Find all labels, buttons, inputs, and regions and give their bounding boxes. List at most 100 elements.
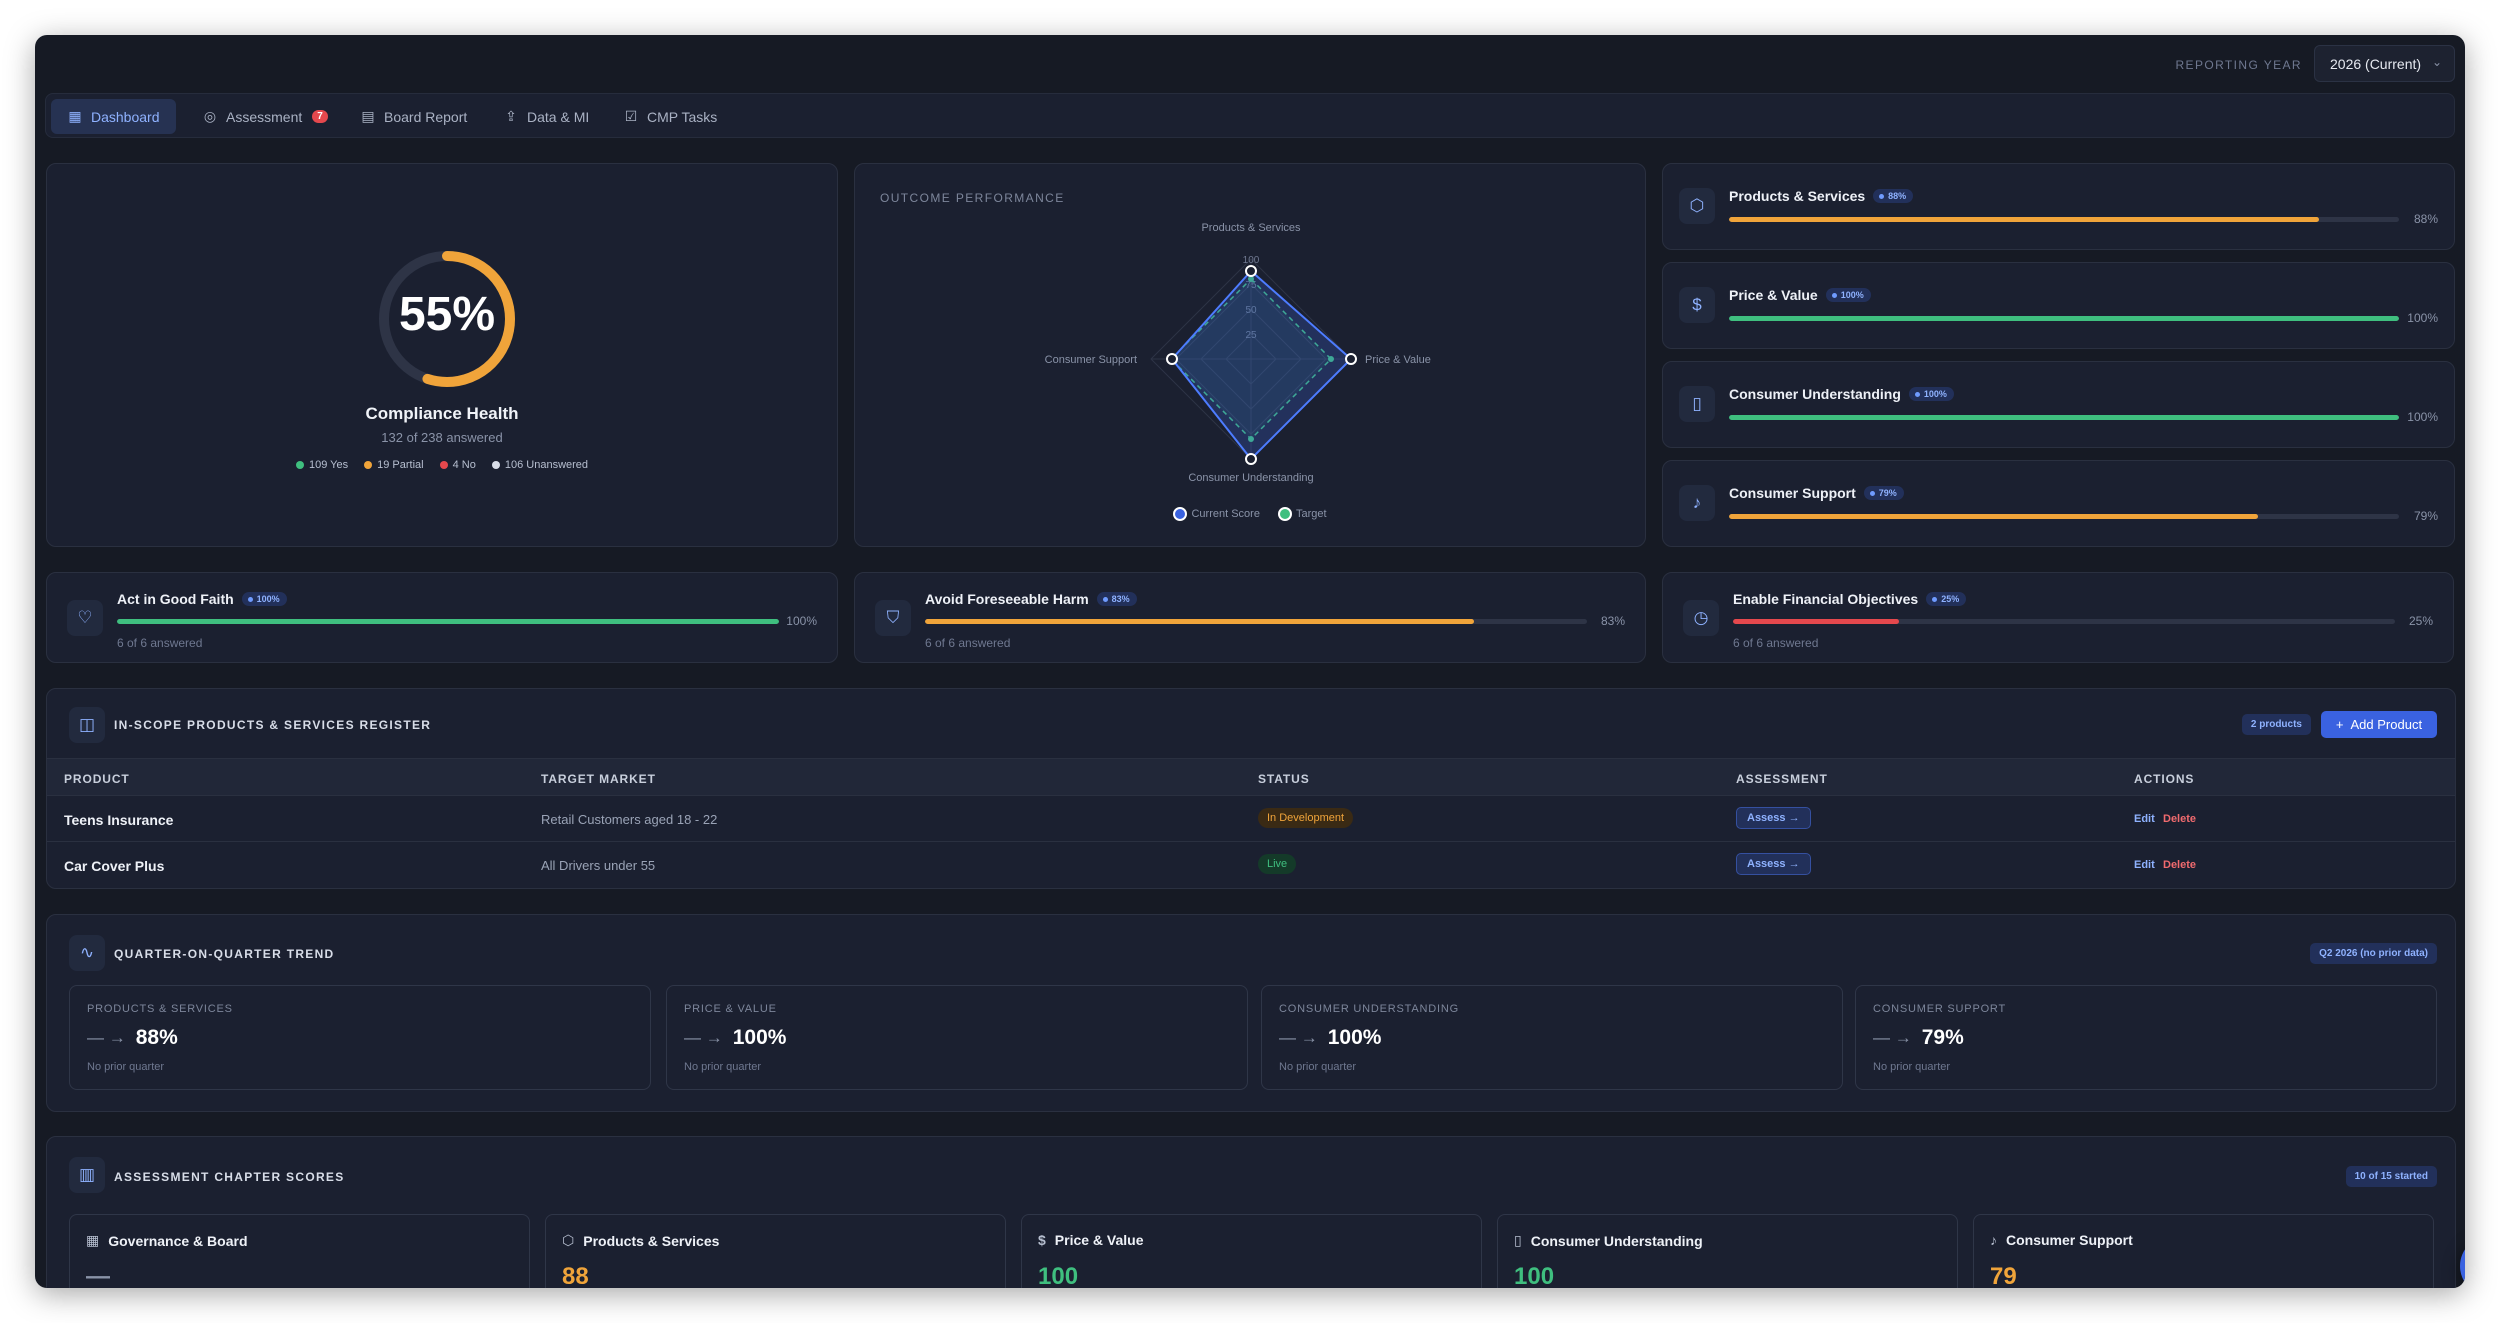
outcome-performance-card: OUTCOME PERFORMANCE 100 75 50 25 Products & … <box>854 163 1646 547</box>
outcome-performance-title: OUTCOME PERFORMANCE <box>880 191 1065 205</box>
tab-cmp-tasks[interactable]: ☑ CMP Tasks <box>607 99 733 134</box>
principle-answered: 6 of 6 answered <box>925 636 1011 650</box>
legend-unanswered: 106 Unanswered <box>491 459 588 471</box>
trend-value: 100% <box>732 1026 787 1049</box>
principle-progress-fill <box>925 619 1475 624</box>
edit-link[interactable]: Edit <box>2134 859 2155 871</box>
tab-assessment[interactable]: ◎ Assessment 7 <box>186 99 344 134</box>
clock-icon: ◷ <box>1683 600 1719 636</box>
add-product-button[interactable]: + Add Product <box>2321 711 2437 738</box>
delete-link[interactable]: Delete <box>2163 859 2197 871</box>
tab-bar: ▦ Dashboard ◎ Assessment 7 ▤ Board Repor… <box>45 93 2455 138</box>
product-count-badge: 2 products <box>2241 714 2311 735</box>
chapter-score-card[interactable]: $ Price & Value 100 <box>1021 1214 1482 1288</box>
tab-board-report[interactable]: ▤ Board Report <box>344 99 483 134</box>
principle-progress-track <box>1733 619 2395 624</box>
hexagon-icon: ⬡ <box>1679 188 1715 224</box>
chapter-name: Products & Services <box>583 1232 720 1249</box>
target-market: Retail Customers aged 18 - 22 <box>541 812 718 827</box>
compliance-title: Compliance Health <box>365 404 519 423</box>
chapter-name: Governance & Board <box>108 1232 248 1249</box>
outcome-score-badge: 100% <box>1908 387 1954 401</box>
outcome-card[interactable]: ⬡ Products & Services 88% 88% <box>1662 163 2455 250</box>
trend-sub: No prior quarter <box>684 1061 762 1073</box>
trend-value: 100% <box>1327 1026 1382 1049</box>
principle-card[interactable]: ♡ Act in Good Faith 100% 100% 6 of 6 ans… <box>46 572 838 663</box>
trend-value-row: — → 79% <box>1873 1026 1964 1050</box>
outcome-name: Consumer Support <box>1729 485 1856 501</box>
tab-dashboard[interactable]: ▦ Dashboard <box>51 99 176 134</box>
book-icon: ▯ <box>1679 386 1715 422</box>
table-header: PRODUCT TARGET MARKET STATUS ASSESSMENT … <box>47 758 2455 795</box>
chapter-title: $ Price & Value <box>1038 1232 1144 1248</box>
tab-label: Board Report <box>384 108 468 125</box>
tab-data-mi[interactable]: ⇪ Data & MI <box>487 99 605 134</box>
principle-card[interactable]: ⛉ Avoid Foreseeable Harm 83% 83% 6 of 6 … <box>854 572 1646 663</box>
outcome-name: Products & Services <box>1729 188 1866 204</box>
radar-chart: 100 75 50 25 Products & Services Price & Valu… <box>1045 222 1431 484</box>
outcome-name: Consumer Understanding <box>1729 386 1901 402</box>
chapter-title: ▦ Governance & Board <box>86 1232 248 1249</box>
outcome-card[interactable]: ♪ Consumer Support 79% 79% <box>1662 460 2455 547</box>
compliance-legend: 109 Yes 19 Partial 4 No 106 Unanswered <box>47 459 837 471</box>
radar-axis-label: Price & Value <box>1365 354 1431 366</box>
compliance-subtitle: 132 of 238 answered <box>381 430 503 445</box>
outcome-card[interactable]: ▯ Consumer Understanding 100% 100% <box>1662 361 2455 448</box>
arrow-right-icon: — → <box>684 1028 723 1047</box>
principle-progress-track <box>117 619 779 624</box>
outcome-progress-track <box>1729 316 2399 321</box>
chapter-score: — <box>86 1263 110 1288</box>
notification-badge: 7 <box>312 110 328 123</box>
chapter-score-card[interactable]: ⬡ Products & Services 88 <box>545 1214 1006 1288</box>
trend-item: CONSUMER SUPPORT — → 79% No prior quarter <box>1855 985 2437 1090</box>
trend-value: 88% <box>135 1026 178 1049</box>
principle-progress-fill <box>117 619 779 624</box>
tab-label: Dashboard <box>91 108 160 125</box>
assess-button[interactable]: Assess → <box>1736 807 1811 829</box>
checkbox-icon: ☑ <box>624 108 638 124</box>
outcome-title: Consumer Support 79% <box>1729 485 1904 501</box>
legend-no: 4 No <box>439 459 476 471</box>
delete-link[interactable]: Delete <box>2163 813 2197 825</box>
outcome-progress-fill <box>1729 514 2259 519</box>
tab-label: Assessment <box>226 108 303 125</box>
principle-percent: 100% <box>786 614 817 628</box>
status-badge: Live <box>1258 854 1297 874</box>
column-header: STATUS <box>1258 772 1310 786</box>
outcome-progress-fill <box>1729 316 2399 321</box>
chapter-score-card[interactable]: ▦ Governance & Board — <box>69 1214 530 1288</box>
principle-card[interactable]: ◷ Enable Financial Objectives 25% 25% 6 … <box>1662 572 2454 663</box>
chapter-score-card[interactable]: ▯ Consumer Understanding 100 <box>1497 1214 1958 1288</box>
assess-button[interactable]: Assess → <box>1736 853 1811 875</box>
chapter-score: 100 <box>1514 1263 1555 1288</box>
bar-chart-icon: ▥ <box>69 1157 105 1193</box>
outcome-card[interactable]: $ Price & Value 100% 100% <box>1662 262 2455 349</box>
trend-label: CONSUMER UNDERSTANDING <box>1279 1003 1459 1015</box>
arrow-right-icon: — → <box>1873 1028 1912 1047</box>
chapter-score-card[interactable]: ♪ Consumer Support 79 <box>1973 1214 2434 1288</box>
principle-score-badge: 83% <box>1096 592 1137 606</box>
principle-title: Avoid Foreseeable Harm 83% <box>925 591 1137 607</box>
trend-item: CONSUMER UNDERSTANDING — → 100% No prior … <box>1261 985 1843 1090</box>
reporting-year-select[interactable]: 2026 (Current) ⌄ <box>2314 45 2455 82</box>
radar-tick-label: 50 <box>1245 305 1257 316</box>
trend-value: 79% <box>1921 1026 1964 1049</box>
book-icon: ▯ <box>1514 1232 1522 1248</box>
chapter-name: Price & Value <box>1054 1232 1144 1248</box>
outcome-title: Price & Value 100% <box>1729 287 1871 303</box>
chapter-title: ▯ Consumer Understanding <box>1514 1232 1703 1249</box>
compliance-health-card: 55% Compliance Health 132 of 238 answere… <box>46 163 838 547</box>
principle-percent: 25% <box>2408 614 2433 628</box>
bell-icon: ♪ <box>1679 485 1715 521</box>
principle-name: Enable Financial Objectives <box>1733 591 1919 607</box>
grid-icon: ▦ <box>68 108 82 124</box>
chapter-scores-card: ▥ ASSESSMENT CHAPTER SCORES 10 of 15 sta… <box>46 1136 2456 1288</box>
outcome-progress-fill <box>1729 415 2399 420</box>
edit-link[interactable]: Edit <box>2134 813 2155 825</box>
reporting-year-value: 2026 (Current) <box>2330 56 2422 72</box>
outcome-title: Consumer Understanding 100% <box>1729 386 1954 402</box>
trend-value-row: — → 100% <box>1279 1026 1381 1050</box>
table-row: Teens Insurance Retail Customers aged 18… <box>47 795 2455 841</box>
chat-button[interactable]: 💬 <box>2460 1236 2465 1288</box>
outcome-title: Products & Services 88% <box>1729 188 1914 204</box>
